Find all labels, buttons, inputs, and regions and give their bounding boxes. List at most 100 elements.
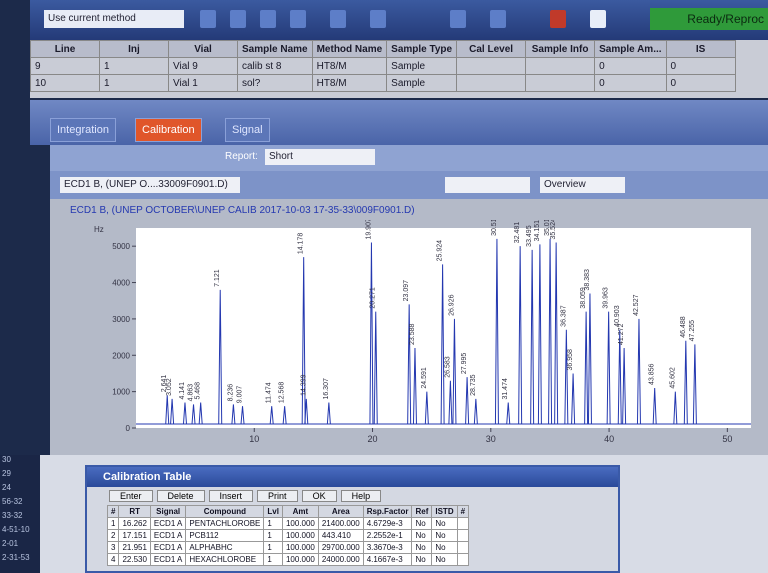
cell: No (432, 530, 457, 542)
column-header: Rsp.Factor (363, 506, 412, 518)
column-header: Lvl (264, 506, 283, 518)
window-title: Calibration Table (87, 467, 618, 487)
cell: Sample (387, 75, 457, 92)
cell: 100.000 (282, 554, 318, 566)
column-header: Sample Name (238, 41, 313, 58)
time-label: 33-32 (0, 511, 40, 525)
cell: 1 (100, 75, 169, 92)
button[interactable]: Delete (157, 490, 205, 502)
cell: 21.951 (119, 542, 150, 554)
column-header: Sample Type (387, 41, 457, 58)
tab[interactable]: Calibration (135, 118, 202, 142)
cell: sol? (238, 75, 313, 92)
peak-label: 12.568 (279, 382, 286, 404)
peak-label: 8.236 (227, 384, 234, 402)
time-label: 30 (0, 455, 40, 469)
time-label: 56-32 (0, 497, 40, 511)
peak-label: 31.474 (502, 378, 509, 400)
status: Ready/Reproc (650, 8, 768, 30)
tab[interactable]: Signal (225, 118, 270, 142)
cell: 100.000 (282, 518, 318, 530)
blank-select[interactable] (445, 177, 530, 193)
y-tick-label: 1000 (112, 388, 130, 397)
signal-select[interactable]: ECD1 B, (UNEP O....33009F0901.D) (60, 177, 240, 193)
cell: 2 (108, 530, 119, 542)
peak-label: 41.272 (618, 323, 625, 345)
page: Use current method Ready/Reproc LineInjV… (0, 0, 768, 573)
cell (526, 58, 595, 75)
cell: 4 (108, 554, 119, 566)
cell: 1 (264, 518, 283, 530)
cell: 22.530 (119, 554, 150, 566)
peak-label: 36.958 (567, 349, 574, 371)
peak-label: 34.151 (534, 220, 541, 241)
tool-button[interactable] (290, 10, 306, 28)
cell: No (412, 518, 432, 530)
tool-button[interactable] (230, 10, 246, 28)
peak-label: 43.856 (649, 363, 656, 385)
cell: 4.6729e-3 (363, 518, 412, 530)
cell: PENTACHLOROBE (186, 518, 264, 530)
column-header: ISTD (432, 506, 457, 518)
tool-button[interactable] (200, 10, 216, 28)
cell: 1 (108, 518, 119, 530)
column-header: Amt (282, 506, 318, 518)
cell (457, 530, 468, 542)
cell: 0 (595, 75, 666, 92)
tool-button[interactable] (490, 10, 506, 28)
cell: 2.2552e-1 (363, 530, 412, 542)
y-tick-label: 3000 (112, 315, 130, 324)
cell (457, 75, 526, 92)
column-header: # (108, 506, 119, 518)
peak-label: 30.518 (491, 220, 498, 236)
peak-label: 14.399 (300, 374, 307, 396)
cell: No (412, 554, 432, 566)
tool-button[interactable] (370, 10, 386, 28)
tool-button[interactable] (450, 10, 466, 28)
cell: 29700.000 (318, 542, 363, 554)
report-select[interactable]: Short (265, 149, 375, 165)
column-header: Signal (150, 506, 185, 518)
x-tick-label: 20 (368, 434, 378, 444)
button[interactable]: Print (257, 490, 298, 502)
x-tick-label: 50 (722, 434, 732, 444)
button[interactable]: Enter (109, 490, 153, 502)
button[interactable]: OK (302, 490, 337, 502)
peak-label: 9.007 (237, 386, 244, 404)
cell: No (432, 554, 457, 566)
main-toolbar: Use current method Ready/Reproc (30, 0, 768, 40)
tool-button[interactable] (330, 10, 346, 28)
tool-button[interactable] (550, 10, 566, 28)
cell: calib st 8 (238, 58, 313, 75)
cell: 10 (31, 75, 100, 92)
cell: 4.1667e-3 (363, 554, 412, 566)
peak-label: 26.583 (444, 356, 451, 378)
method-select[interactable]: Use current method (44, 10, 184, 28)
cell: HEXACHLOROBE (186, 554, 264, 566)
peak-label: 26.926 (448, 294, 455, 316)
time-label: 4-51-10 (0, 525, 40, 539)
help-button[interactable] (590, 10, 606, 28)
tab[interactable]: Integration (50, 118, 116, 142)
peak-label: 4.141 (179, 382, 186, 400)
tool-button[interactable] (260, 10, 276, 28)
report-toolbar: Report: Short (50, 145, 768, 171)
peak-label: 39.963 (603, 287, 610, 309)
cell: 1 (100, 58, 169, 75)
cell: 1 (264, 554, 283, 566)
button[interactable]: Insert (209, 490, 254, 502)
y-tick-label: 2000 (112, 351, 130, 360)
y-tick-label: 0 (126, 424, 131, 433)
cell (457, 542, 468, 554)
view-select[interactable]: Overview (540, 177, 625, 193)
button[interactable]: Help (341, 490, 382, 502)
time-label: 2-01 (0, 539, 40, 553)
time-label: 2-31-53 (0, 553, 40, 567)
